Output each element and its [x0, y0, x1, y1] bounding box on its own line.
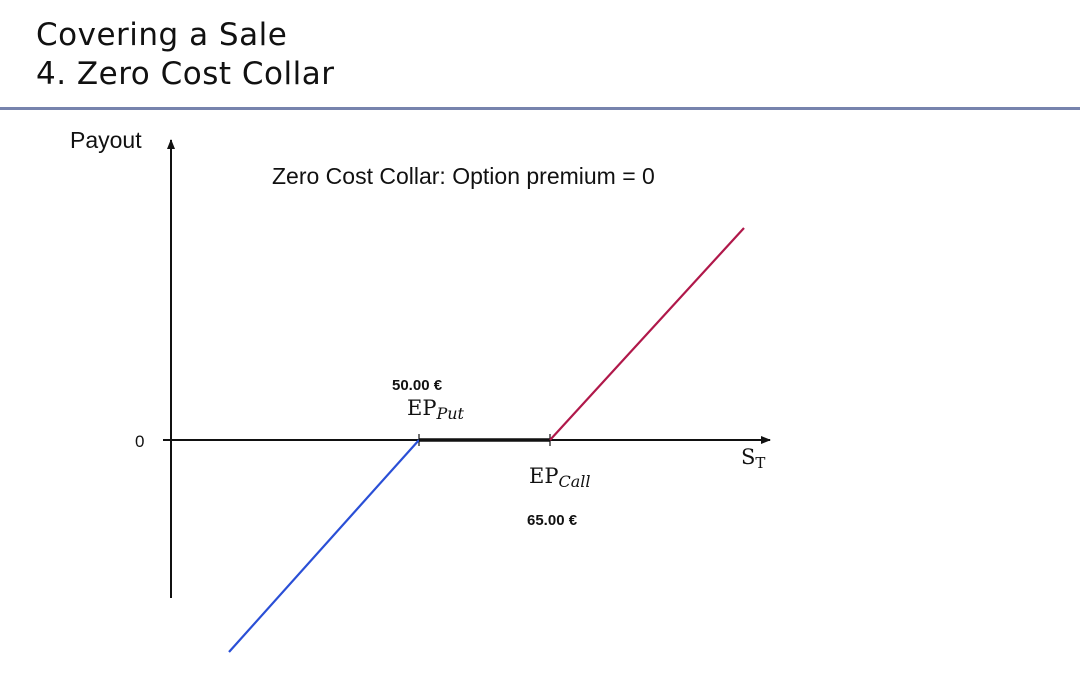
zero-label: 0 — [135, 432, 144, 451]
y-axis-label: Payout — [70, 127, 142, 153]
diagram-caption: Zero Cost Collar: Option premium = 0 — [272, 163, 655, 189]
call-strike-label-main: EP — [529, 464, 558, 488]
x-axis-label: ST — [741, 445, 765, 472]
call-strike-label-sub: Call — [558, 472, 590, 491]
call-strike-label: EPCall — [529, 464, 590, 491]
x-axis-label-sub: T — [755, 454, 765, 472]
slide-title: Covering a Sale — [36, 17, 288, 53]
x-axis-label-main: S — [741, 445, 755, 469]
slide-header: Covering a Sale 4. Zero Cost Collar — [36, 16, 334, 94]
slide-subtitle: 4. Zero Cost Collar — [36, 56, 335, 92]
call-strike-value: 65.00 € — [527, 512, 578, 529]
put-strike-label-sub: Put — [435, 404, 464, 423]
put-strike-value: 50.00 € — [392, 377, 443, 394]
payoff-gain-segment — [549, 227, 745, 441]
put-strike-label: EPPut — [407, 396, 465, 423]
put-strike-label-main: EP — [407, 396, 436, 420]
header-divider — [0, 107, 1080, 110]
payoff-loss-segment — [228, 439, 420, 653]
